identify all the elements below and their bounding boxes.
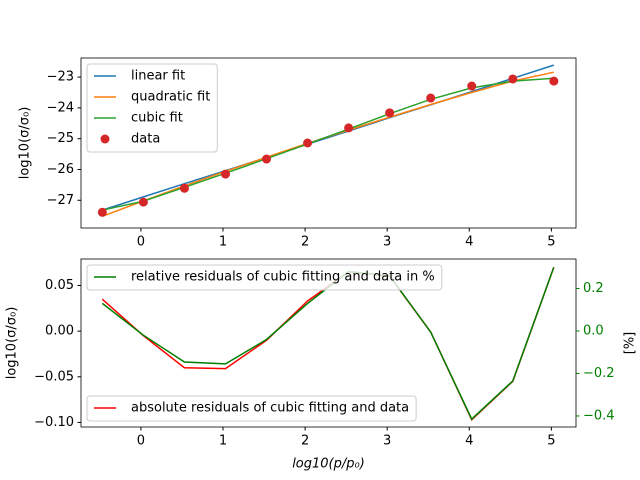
x-tick-label: 5 bbox=[547, 434, 555, 449]
y2-tick-label: −0.2 bbox=[583, 366, 615, 381]
legend-label: cubic fit bbox=[131, 111, 183, 126]
x-tick-label: 4 bbox=[465, 434, 473, 449]
x-tick-label: 4 bbox=[465, 235, 473, 250]
data-point bbox=[426, 93, 436, 103]
y-tick-label: −23 bbox=[47, 70, 74, 85]
x-tick-label: 2 bbox=[301, 434, 309, 449]
y-tick-label: 0.00 bbox=[45, 324, 74, 339]
data-point bbox=[385, 108, 395, 118]
x-tick-label: 5 bbox=[547, 235, 555, 250]
y-tick-label: −24 bbox=[47, 100, 74, 115]
y-tick-label: −0.10 bbox=[34, 415, 74, 430]
legend-label: quadratic fit bbox=[131, 90, 210, 105]
data-point bbox=[220, 169, 230, 179]
data-point bbox=[262, 154, 272, 164]
legend-box bbox=[86, 264, 443, 291]
legend-label: relative residuals of cubic fitting and … bbox=[131, 270, 435, 285]
data-point bbox=[97, 207, 107, 217]
data-point bbox=[508, 74, 518, 84]
legend-swatch bbox=[100, 134, 110, 144]
legend-label: linear fit bbox=[131, 69, 185, 84]
y-tick-label: 0.05 bbox=[45, 278, 74, 293]
y-tick-label: −27 bbox=[47, 193, 74, 208]
axes-frame bbox=[80, 57, 577, 229]
x-tick-label: 0 bbox=[137, 235, 145, 250]
x-tick-label: 3 bbox=[383, 235, 391, 250]
x-tick-label: 0 bbox=[137, 434, 145, 449]
x-tick-label: 3 bbox=[383, 434, 391, 449]
data-point bbox=[179, 183, 189, 193]
y2-axis-label: [%] bbox=[623, 332, 638, 355]
legend-label: absolute residuals of cubic fitting and … bbox=[131, 401, 409, 416]
y-tick-label: −0.05 bbox=[34, 369, 74, 384]
x-axis-label: log10(p/p₀) bbox=[292, 457, 365, 472]
data-point bbox=[467, 81, 477, 91]
y2-tick-label: 0.2 bbox=[583, 281, 604, 296]
data-point bbox=[303, 138, 313, 148]
plot-area bbox=[97, 64, 559, 218]
legend-box bbox=[86, 63, 218, 153]
series-line bbox=[102, 64, 555, 211]
series-line bbox=[102, 77, 554, 211]
legend-label: data bbox=[131, 132, 160, 147]
legend-box bbox=[86, 395, 417, 422]
x-tick-label: 1 bbox=[219, 235, 227, 250]
y-axis-label: log10(σ/σ₀) bbox=[18, 107, 33, 180]
y-tick-label: −25 bbox=[47, 131, 74, 146]
data-point bbox=[138, 197, 148, 207]
x-tick-label: 2 bbox=[301, 235, 309, 250]
y2-tick-label: 0.0 bbox=[583, 324, 604, 339]
data-point bbox=[344, 123, 354, 133]
y2-tick-label: −0.4 bbox=[583, 408, 615, 423]
x-tick-label: 1 bbox=[219, 434, 227, 449]
axes-frame bbox=[80, 258, 577, 428]
y-axis-label: log10(σ/σ₀) bbox=[5, 307, 20, 380]
data-point bbox=[549, 76, 559, 86]
y-tick-label: −26 bbox=[47, 162, 74, 177]
